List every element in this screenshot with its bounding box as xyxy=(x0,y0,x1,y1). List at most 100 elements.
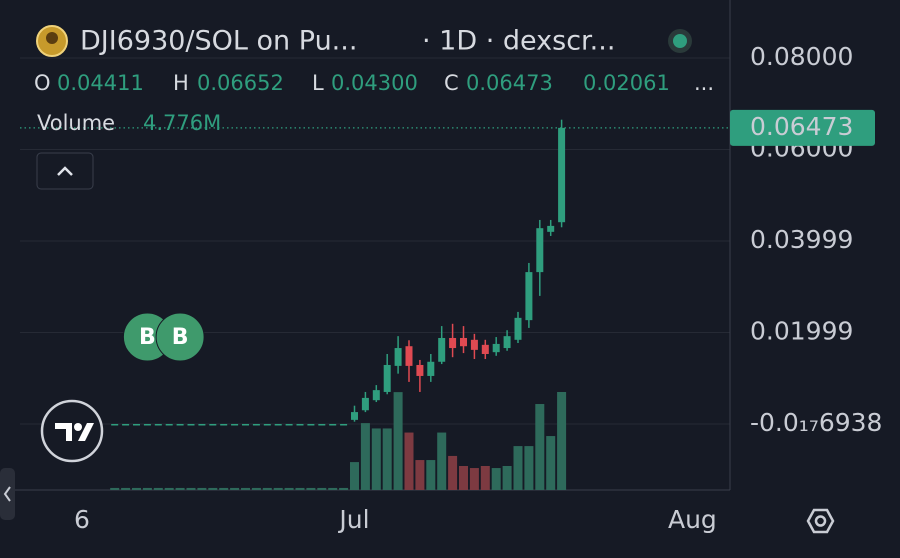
candle-body xyxy=(470,339,478,350)
candle-body xyxy=(176,423,184,426)
candle-body xyxy=(558,127,566,223)
candle-body xyxy=(361,397,369,411)
candle-body xyxy=(318,423,326,426)
volume-bar xyxy=(262,487,272,490)
volume-bar xyxy=(513,446,523,490)
side-tab[interactable] xyxy=(0,468,15,520)
trade-marker-circle xyxy=(155,312,205,362)
legend-key: L xyxy=(312,71,324,95)
candle-body xyxy=(122,423,130,426)
candle-body xyxy=(525,272,533,321)
candle-body xyxy=(242,423,249,426)
candle-body xyxy=(111,423,119,426)
volume-bar xyxy=(186,487,196,490)
status-dot xyxy=(673,34,687,48)
candle-body xyxy=(274,423,282,426)
trade-marker[interactable]: B xyxy=(155,312,205,362)
volume-bar xyxy=(535,404,545,490)
y-tick-label: -0.0₁₇6938 xyxy=(750,408,882,437)
volume-bar xyxy=(360,423,370,490)
candle-body xyxy=(329,423,337,426)
volume-bar xyxy=(142,487,152,490)
volume-bar xyxy=(284,487,294,490)
volume-bar xyxy=(371,428,381,490)
volume-bar xyxy=(110,487,120,490)
candle-body xyxy=(383,364,391,392)
tradingview-logo-mark xyxy=(55,423,72,441)
volume-bar xyxy=(502,465,512,490)
settings-icon-center xyxy=(814,515,827,527)
volume-bar xyxy=(328,487,338,490)
volume-value: 4.776M xyxy=(143,111,221,135)
interval-source[interactable]: · 1D · dexscr... xyxy=(422,26,615,57)
trade-marker-label: B xyxy=(139,325,156,350)
volume-bar xyxy=(132,487,141,490)
volume-bar xyxy=(241,487,250,490)
volume-bar xyxy=(164,487,174,490)
volume-bar xyxy=(273,487,283,490)
volume-bar xyxy=(208,487,218,490)
y-tick-label: 0.08000 xyxy=(750,42,853,71)
legend-change: 0.02061 xyxy=(583,71,670,95)
token-logo-face xyxy=(46,32,58,44)
candle-body xyxy=(263,423,271,426)
volume-bar xyxy=(295,487,305,490)
candle-body xyxy=(133,423,140,426)
collapse-button[interactable] xyxy=(36,152,94,190)
candle-body xyxy=(340,423,348,426)
legend-key: H xyxy=(173,71,189,95)
legend-more[interactable]: ... xyxy=(694,71,714,95)
volume-bar xyxy=(317,487,327,490)
candle-body xyxy=(492,343,500,353)
settings-icon xyxy=(806,508,835,534)
candle-body xyxy=(198,423,206,426)
legend-value: 0.06652 xyxy=(197,71,284,95)
candle-body xyxy=(209,423,217,426)
x-tick-label: Jul xyxy=(337,505,369,534)
candle-body xyxy=(285,423,293,426)
volume-bar xyxy=(153,487,163,490)
candle-body xyxy=(394,348,402,366)
volume-bar xyxy=(121,487,131,490)
volume-bar xyxy=(524,446,534,490)
candle-body xyxy=(427,361,435,376)
candle-body xyxy=(449,337,457,349)
price-label: 0.06473 xyxy=(750,112,853,141)
symbol-title[interactable]: DJI6930/SOL on Pu... xyxy=(80,26,357,57)
y-tick-label: 0.03999 xyxy=(750,225,853,254)
candle-body xyxy=(481,344,489,354)
candle-body xyxy=(187,423,195,426)
candle-body xyxy=(405,346,413,366)
legend-value: 0.06473 xyxy=(466,71,553,95)
volume-bar xyxy=(230,487,240,490)
legend-value: 0.04300 xyxy=(331,71,418,95)
candle-body xyxy=(514,317,522,340)
x-tick-label: Aug xyxy=(668,505,717,534)
volume-bar xyxy=(415,460,425,490)
legend-value: 0.04411 xyxy=(57,71,144,95)
volume-bar xyxy=(448,455,458,490)
volume-label: Volume xyxy=(37,111,115,135)
volume-bar xyxy=(557,392,567,490)
collapse-icon xyxy=(57,166,73,176)
candle-body xyxy=(143,423,151,426)
candle-body xyxy=(372,390,380,401)
side-tab-icon xyxy=(3,486,11,502)
volume-bar xyxy=(469,468,479,490)
tradingview-logo-mark xyxy=(78,423,94,441)
volume-bar xyxy=(546,436,556,490)
volume-bar xyxy=(197,487,207,490)
volume-bar xyxy=(306,487,316,490)
y-tick-label: 0.01999 xyxy=(750,317,853,346)
candle-body xyxy=(231,423,239,426)
trade-marker-label: B xyxy=(172,325,189,350)
volume-bar xyxy=(480,465,490,490)
candle-body xyxy=(296,423,304,426)
volume-bar xyxy=(404,432,414,490)
candle-body xyxy=(307,423,315,426)
price-label-box xyxy=(730,109,875,146)
settings-button[interactable] xyxy=(806,508,835,534)
candle-body xyxy=(547,225,555,232)
